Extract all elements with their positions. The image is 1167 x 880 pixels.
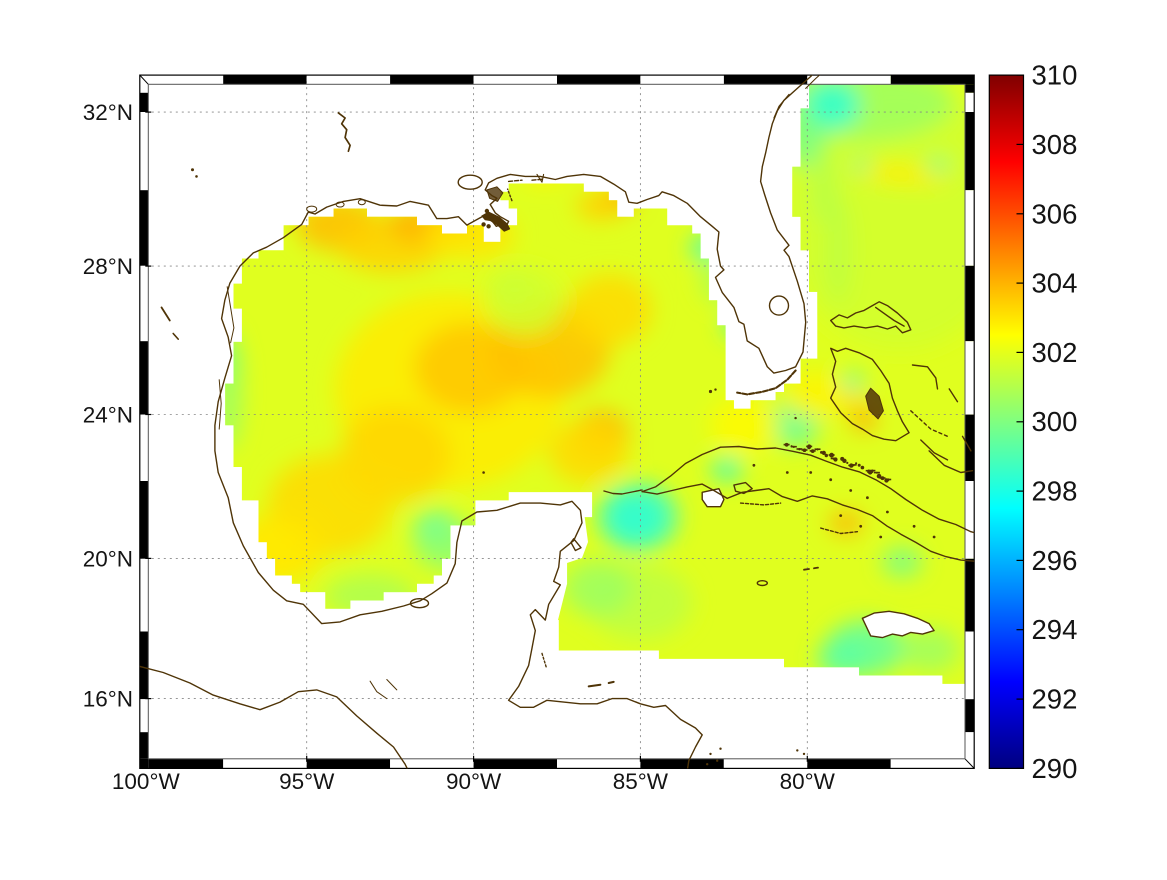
svg-text:95°W: 95°W [279,769,335,794]
svg-text:294: 294 [1032,614,1078,645]
svg-text:16°N: 16°N [83,687,133,712]
svg-text:296: 296 [1032,545,1078,576]
svg-text:308: 308 [1032,129,1078,160]
svg-text:90°W: 90°W [446,769,502,794]
svg-text:304: 304 [1032,268,1078,299]
svg-text:24°N: 24°N [83,403,133,428]
svg-text:302: 302 [1032,337,1078,368]
svg-text:298: 298 [1032,476,1078,507]
svg-text:28°N: 28°N [83,254,133,279]
svg-text:32°N: 32°N [83,100,133,125]
svg-text:100°W: 100°W [112,769,181,794]
svg-text:20°N: 20°N [83,546,133,571]
svg-text:290: 290 [1032,753,1078,784]
svg-text:80°W: 80°W [780,769,836,794]
svg-text:310: 310 [1032,60,1078,91]
svg-text:292: 292 [1032,684,1078,715]
svg-text:300: 300 [1032,406,1078,437]
svg-text:85°W: 85°W [613,769,669,794]
svg-text:306: 306 [1032,198,1078,229]
